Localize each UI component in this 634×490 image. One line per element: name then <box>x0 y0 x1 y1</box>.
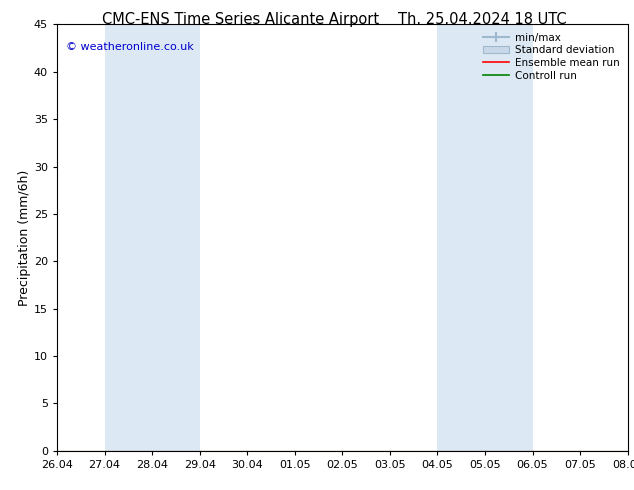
Text: CMC-ENS Time Series Alicante Airport: CMC-ENS Time Series Alicante Airport <box>102 12 380 27</box>
Bar <box>437 24 485 451</box>
Y-axis label: Precipitation (mm/6h): Precipitation (mm/6h) <box>18 170 31 306</box>
Bar <box>628 24 634 451</box>
Legend: min/max, Standard deviation, Ensemble mean run, Controll run: min/max, Standard deviation, Ensemble me… <box>480 30 623 84</box>
Text: © weatheronline.co.uk: © weatheronline.co.uk <box>66 42 193 51</box>
Bar <box>152 24 200 451</box>
Text: Th. 25.04.2024 18 UTC: Th. 25.04.2024 18 UTC <box>398 12 566 27</box>
Bar <box>105 24 152 451</box>
Bar <box>485 24 533 451</box>
